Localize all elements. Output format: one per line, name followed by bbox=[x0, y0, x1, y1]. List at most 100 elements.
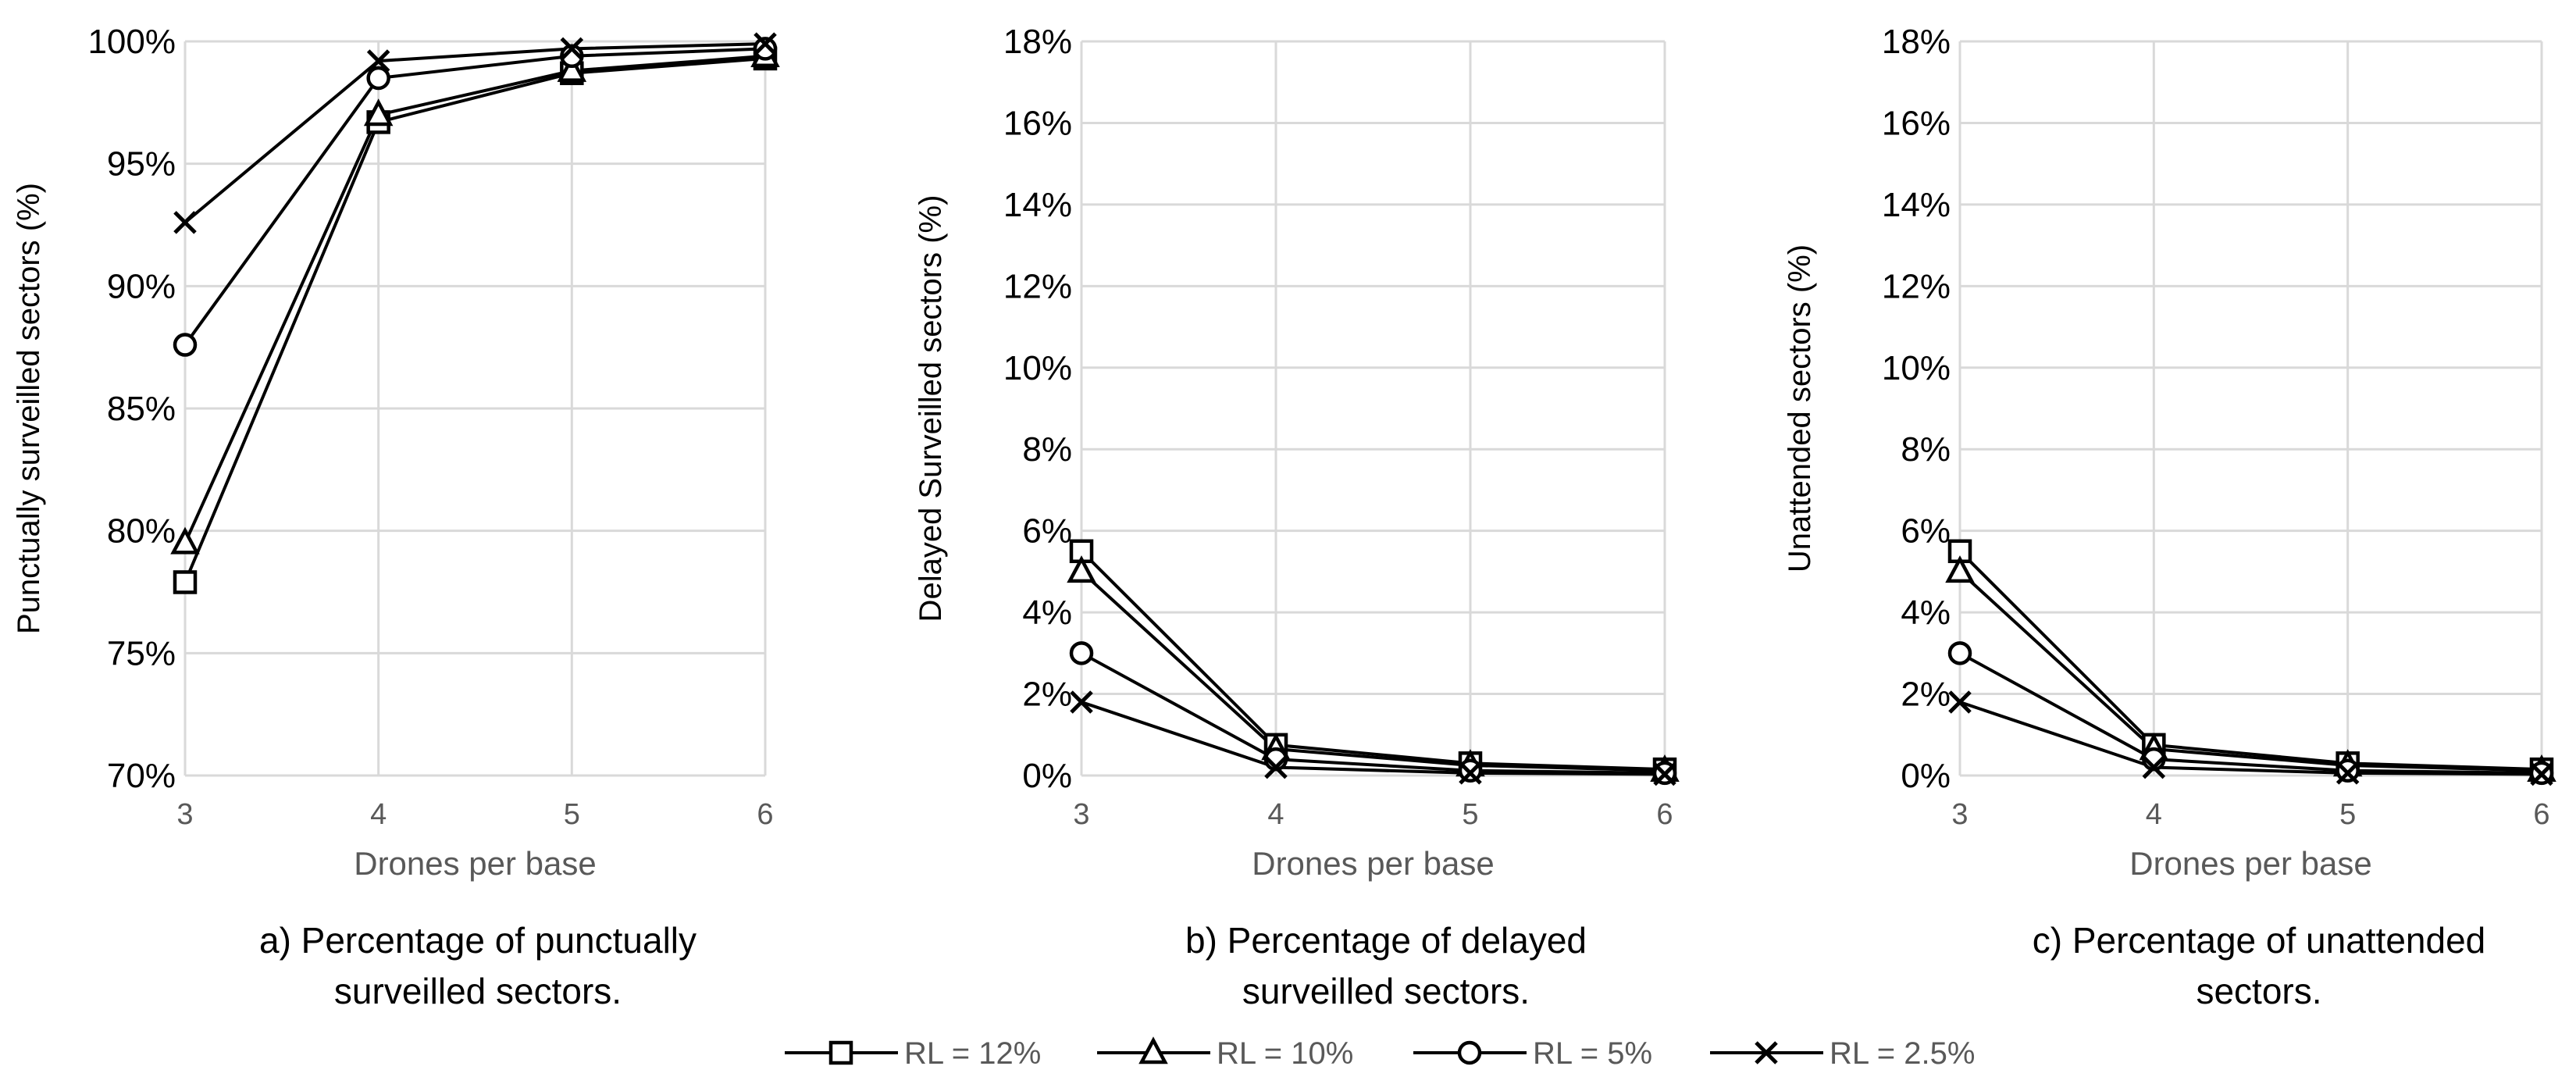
y-tick-label: 6% bbox=[1901, 512, 1951, 551]
data-point-triangle bbox=[363, 98, 394, 127]
x-tick-label: 3 bbox=[176, 798, 193, 831]
x-tick-label: 6 bbox=[2533, 798, 2549, 831]
data-point-triangle bbox=[1945, 555, 1975, 583]
y-tick-label: 18% bbox=[1003, 23, 1072, 61]
y-tick-label: 100% bbox=[87, 23, 176, 61]
x-tick-label: 3 bbox=[1951, 798, 1968, 831]
y-axis-label: Unattended sectors (%) bbox=[1783, 244, 1817, 572]
data-point-x bbox=[366, 49, 390, 73]
y-tick-label: 10% bbox=[1882, 349, 1951, 387]
series-line-circle bbox=[1959, 651, 2542, 775]
y-tick-label: 8% bbox=[1901, 430, 1951, 469]
data-point-x bbox=[1948, 690, 1972, 714]
data-point-x bbox=[173, 211, 197, 234]
y-tick-label: 16% bbox=[1882, 104, 1951, 142]
x-tick-label: 4 bbox=[1267, 798, 1284, 831]
y-tick-label: 4% bbox=[1022, 594, 1072, 632]
y-tick-label: 75% bbox=[107, 634, 176, 672]
data-point-circle bbox=[173, 333, 198, 357]
y-tick-label: 2% bbox=[1901, 676, 1951, 714]
chart-a: 70% 75% 80% 85% 90% 95% 100% 3 4 5 6 Drones per bas… bbox=[12, 23, 780, 1011]
y-tick-label: 12% bbox=[1882, 267, 1951, 305]
x-tick-label: 5 bbox=[2339, 798, 2356, 831]
data-point-square bbox=[173, 570, 198, 594]
y-tick-label: 95% bbox=[107, 145, 176, 184]
x-axis-label: Drones per base bbox=[1252, 845, 1495, 882]
caption-line: b) Percentage of delayed bbox=[1185, 920, 1587, 961]
y-tick-label: 10% bbox=[1003, 349, 1072, 387]
y-tick-label: 90% bbox=[107, 267, 176, 305]
legend-label: RL = 10% bbox=[1217, 1036, 1353, 1071]
caption-line: surveilled sectors. bbox=[1242, 971, 1530, 1011]
data-point-triangle bbox=[170, 526, 200, 554]
series-line-circle bbox=[1081, 651, 1666, 775]
chart-c: 0% 2% 4% 6% 8% 10% 12% 14% 16% 18% 3 4 5 6 Drones per … bbox=[1783, 23, 2556, 1011]
x-axis-label: Drones per base bbox=[2129, 845, 2372, 882]
y-tick-label: 8% bbox=[1022, 430, 1072, 469]
y-tick-label: 16% bbox=[1003, 104, 1072, 142]
y-tick-label: 2% bbox=[1022, 676, 1072, 714]
series-line-triangle bbox=[1958, 570, 2542, 772]
x-tick-label: 6 bbox=[757, 798, 773, 831]
caption-line: sectors. bbox=[2196, 971, 2321, 1011]
data-point-triangle bbox=[1067, 555, 1096, 583]
data-point-circle bbox=[1947, 641, 1972, 665]
y-tick-label: 4% bbox=[1901, 594, 1951, 632]
data-point-x bbox=[1459, 761, 1482, 785]
y-tick-label: 0% bbox=[1022, 757, 1072, 795]
series-line-x bbox=[1959, 701, 2542, 776]
data-point-x bbox=[2530, 762, 2553, 786]
x-tick-label: 5 bbox=[564, 798, 580, 831]
data-point-triangle bbox=[557, 54, 587, 82]
legend: RL = 12% RL = 10% RL = 5% RL = 2.5% bbox=[785, 1036, 1975, 1071]
data-point-x bbox=[754, 32, 777, 55]
data-point-circle bbox=[753, 37, 778, 61]
data-point-x bbox=[2336, 761, 2360, 785]
legend-marker-square bbox=[828, 1040, 853, 1065]
legend-marker-triangle bbox=[1138, 1036, 1168, 1064]
data-point-x bbox=[1070, 690, 1093, 714]
data-point-x bbox=[2142, 755, 2166, 779]
legend-label: RL = 2.5% bbox=[1830, 1036, 1975, 1071]
legend-marker-circle bbox=[1457, 1040, 1482, 1065]
series-line-triangle bbox=[183, 54, 766, 544]
series-line-x bbox=[1081, 701, 1666, 776]
series-line-circle bbox=[183, 47, 766, 346]
y-tick-label: 12% bbox=[1003, 267, 1072, 305]
x-tick-label: 4 bbox=[370, 798, 387, 831]
data-point-x bbox=[1653, 762, 1676, 786]
caption-line: surveilled sectors. bbox=[334, 971, 622, 1011]
series-line-triangle bbox=[1080, 570, 1666, 772]
y-tick-label: 0% bbox=[1901, 757, 1951, 795]
y-tick-label: 80% bbox=[107, 512, 176, 551]
y-tick-label: 70% bbox=[107, 757, 176, 795]
data-point-x bbox=[560, 37, 584, 61]
caption-line: c) Percentage of unattended bbox=[2033, 920, 2486, 961]
series-line-square bbox=[1958, 550, 2542, 772]
legend-label: RL = 12% bbox=[904, 1036, 1041, 1071]
x-tick-label: 5 bbox=[1462, 798, 1478, 831]
data-point-circle bbox=[366, 66, 390, 91]
series-line-square bbox=[183, 56, 766, 583]
caption-line: a) Percentage of punctually bbox=[259, 920, 697, 961]
y-tick-label: 6% bbox=[1022, 512, 1072, 551]
y-tick-label: 14% bbox=[1882, 186, 1951, 224]
legend-label: RL = 5% bbox=[1533, 1036, 1652, 1071]
legend-marker-x bbox=[1755, 1041, 1778, 1064]
series-line-square bbox=[1080, 550, 1666, 772]
series-line-x bbox=[183, 42, 766, 224]
y-axis-label: Punctually surveilled sectors (%) bbox=[12, 183, 46, 634]
data-point-circle bbox=[560, 44, 584, 69]
data-point-circle bbox=[1069, 641, 1094, 665]
data-point-x bbox=[1264, 755, 1288, 779]
x-tick-label: 4 bbox=[2146, 798, 2162, 831]
y-tick-label: 18% bbox=[1882, 23, 1951, 61]
x-axis-label: Drones per base bbox=[354, 845, 597, 882]
x-tick-label: 6 bbox=[1656, 798, 1673, 831]
y-tick-label: 14% bbox=[1003, 186, 1072, 224]
x-tick-label: 3 bbox=[1073, 798, 1089, 831]
y-axis-label: Delayed Surveilled sectors (%) bbox=[914, 195, 948, 622]
chart-b: 0% 2% 4% 6% 8% 10% 12% 14% 16% 18% 3 4 5 6 Drones per … bbox=[914, 23, 1680, 1011]
y-tick-label: 85% bbox=[107, 390, 176, 428]
